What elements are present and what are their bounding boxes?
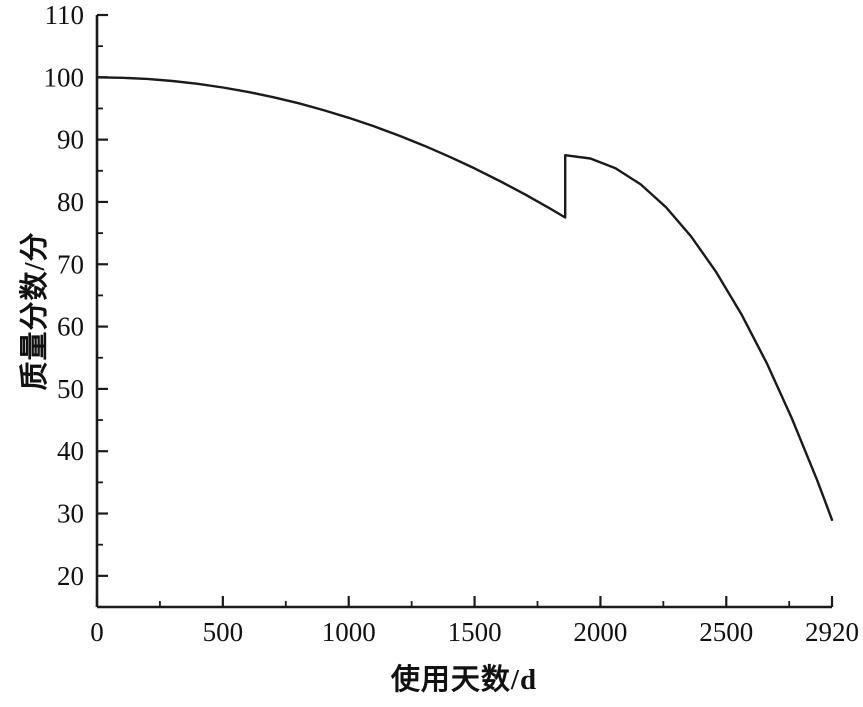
y-tick-label: 40 bbox=[57, 436, 84, 466]
x-tick-label: 0 bbox=[90, 617, 104, 647]
quality-curve bbox=[95, 76, 834, 521]
y-tick-label: 50 bbox=[57, 374, 84, 404]
x-tick-label: 1000 bbox=[322, 617, 376, 647]
y-tick-label: 30 bbox=[57, 499, 84, 529]
y-tick-label: 80 bbox=[57, 187, 84, 217]
y-tick-label: 90 bbox=[57, 125, 84, 155]
x-tick-label: 2000 bbox=[573, 617, 627, 647]
x-tick-label: 2500 bbox=[699, 617, 753, 647]
x-tick-label: 1500 bbox=[448, 617, 502, 647]
y-tick-label: 60 bbox=[57, 312, 84, 342]
x-tick-label: 500 bbox=[203, 617, 244, 647]
y-axis-title: 质量分数/分 bbox=[19, 231, 51, 391]
x-tick-label: 2920 bbox=[805, 617, 859, 647]
y-tick-label: 110 bbox=[45, 0, 85, 30]
y-tick-label: 70 bbox=[57, 249, 84, 279]
x-axis-title: 使用天数/d bbox=[390, 664, 538, 696]
y-tick-label: 20 bbox=[57, 561, 84, 591]
y-tick-label: 100 bbox=[44, 62, 85, 92]
